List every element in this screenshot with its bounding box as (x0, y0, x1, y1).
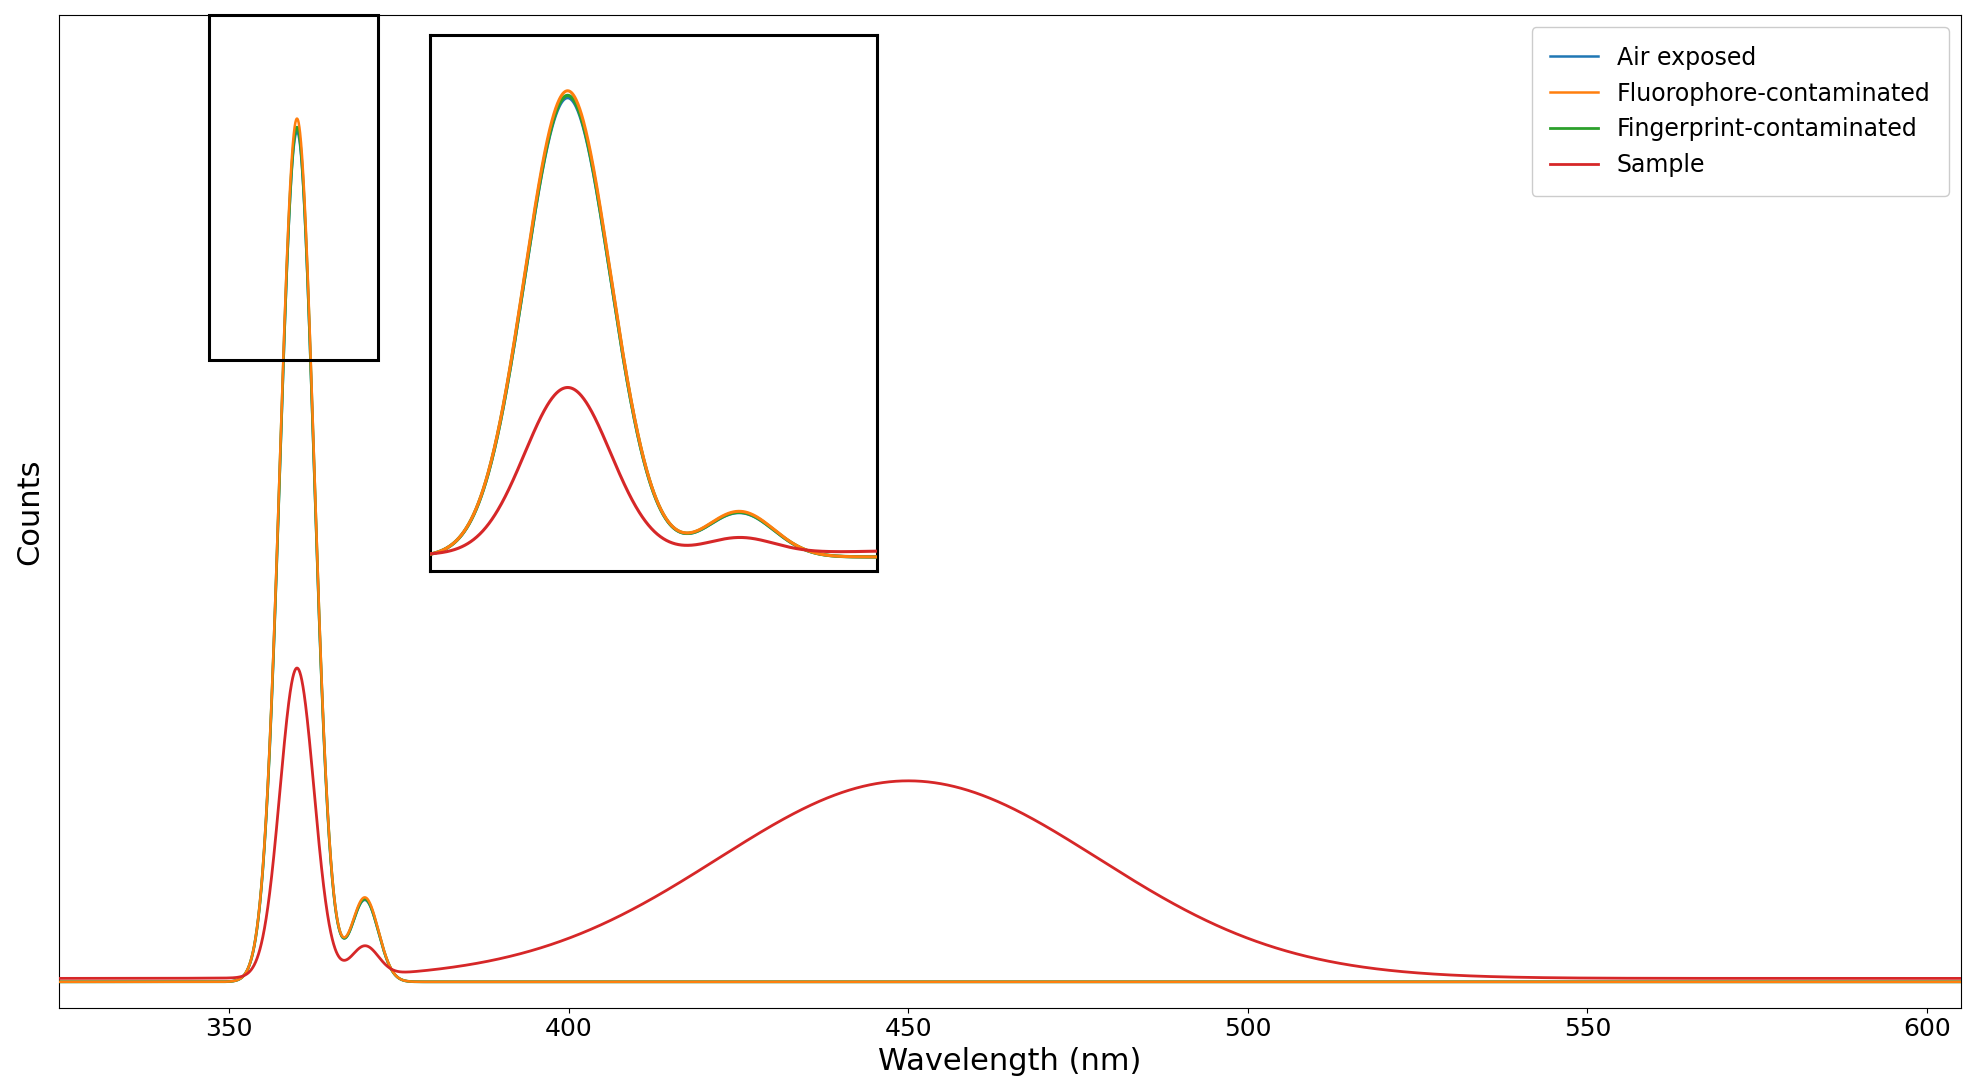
Sample (47, 972, 71, 985)
Fingerprint-contaminated (941, 975, 964, 988)
Bar (209, 15, 379, 360)
X-axis label: Wavelength (nm): Wavelength (nm) (879, 1047, 1142, 1076)
Air exposed (285, 125, 308, 139)
Air exposed (142, 975, 166, 988)
Air exposed (47, 975, 71, 988)
Air exposed (941, 975, 964, 988)
Fluorophore-contaminated (285, 112, 308, 125)
Fingerprint-contaminated (285, 121, 308, 134)
Fluorophore-contaminated (1174, 975, 1197, 988)
Air exposed (1257, 975, 1280, 988)
Fingerprint-contaminated (47, 975, 71, 988)
Fluorophore-contaminated (941, 975, 964, 988)
Fluorophore-contaminated (1948, 975, 1972, 988)
Fluorophore-contaminated (47, 975, 71, 988)
Sample (285, 661, 308, 674)
Fluorophore-contaminated (142, 975, 166, 988)
Air exposed (737, 975, 761, 988)
Air exposed (1559, 975, 1583, 988)
Line: Sample: Sample (59, 668, 1960, 979)
Fingerprint-contaminated (737, 975, 761, 988)
Sample (1174, 903, 1197, 916)
Fingerprint-contaminated (1257, 975, 1280, 988)
Air exposed (1948, 975, 1972, 988)
Fluorophore-contaminated (1559, 975, 1583, 988)
Air exposed (1174, 975, 1197, 988)
Sample (1948, 972, 1972, 985)
Fingerprint-contaminated (1458, 975, 1482, 988)
Legend: Air exposed, Fluorophore-contaminated, Fingerprint-contaminated, Sample: Air exposed, Fluorophore-contaminated, F… (1531, 27, 1948, 196)
Fluorophore-contaminated (737, 975, 761, 988)
Line: Fluorophore-contaminated: Fluorophore-contaminated (59, 119, 1960, 982)
Sample (1458, 969, 1482, 982)
Line: Air exposed: Air exposed (59, 132, 1960, 982)
Air exposed (1458, 975, 1482, 988)
Fingerprint-contaminated (1948, 975, 1972, 988)
Y-axis label: Counts: Counts (16, 458, 43, 565)
Fluorophore-contaminated (1458, 975, 1482, 988)
Fingerprint-contaminated (1559, 975, 1583, 988)
Sample (142, 972, 166, 985)
Sample (737, 834, 761, 847)
Fingerprint-contaminated (142, 975, 166, 988)
Fingerprint-contaminated (1174, 975, 1197, 988)
Line: Fingerprint-contaminated: Fingerprint-contaminated (59, 128, 1960, 982)
Sample (1257, 938, 1280, 951)
Sample (1559, 971, 1583, 984)
Fluorophore-contaminated (1257, 975, 1280, 988)
